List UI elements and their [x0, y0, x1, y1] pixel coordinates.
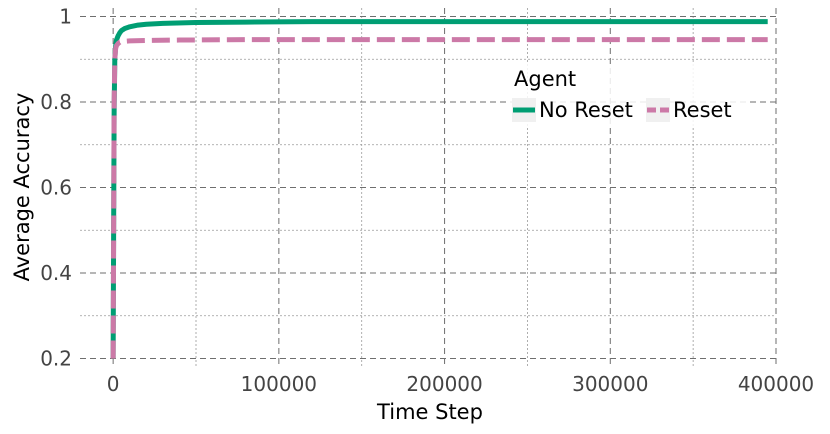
- series-line-reset: [110, 37, 768, 359]
- x-tick-label: 200000: [406, 372, 482, 396]
- y-tick-label: 0.4: [40, 261, 72, 285]
- x-axis-title: Time Step: [376, 400, 483, 424]
- grid: [80, 8, 777, 367]
- tick-labels: 0 100000 200000 300000 400000 0.2 0.4 0.6 0.8 1: [40, 5, 814, 396]
- series-lines: [110, 19, 768, 359]
- y-axis-title: Average Accuracy: [10, 93, 34, 282]
- legend-background: [508, 64, 748, 128]
- x-tick-label: 300000: [572, 372, 648, 396]
- y-tick-label: 0.2: [40, 346, 72, 370]
- x-tick-label: 0: [107, 372, 120, 396]
- x-tick-label: 100000: [241, 372, 317, 396]
- y-tick-label: 0.6: [40, 176, 72, 200]
- x-tick-label: 400000: [738, 372, 814, 396]
- legend-label-no-reset: No Reset: [539, 98, 633, 122]
- y-tick-label: 0.8: [40, 90, 72, 114]
- legend-label-reset: Reset: [673, 98, 732, 122]
- y-tick-label: 1: [59, 5, 72, 29]
- legend-title: Agent: [514, 67, 576, 91]
- legend: Agent No Reset Reset: [508, 64, 748, 128]
